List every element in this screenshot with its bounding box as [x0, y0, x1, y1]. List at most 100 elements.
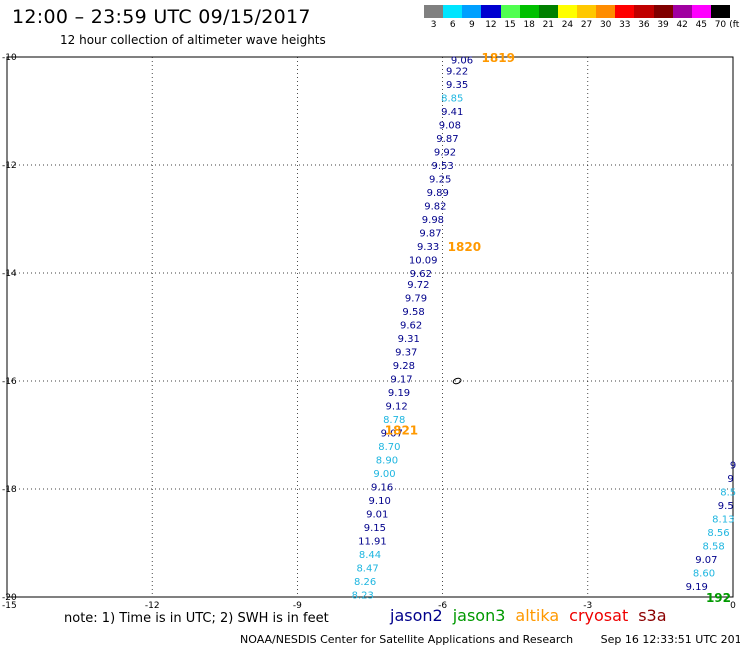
- colorbar-label: 42: [676, 20, 688, 30]
- footer: NOAA/NESDIS Center for Satellite Applica…: [240, 633, 740, 646]
- swh-value: 9.12: [385, 401, 407, 412]
- colorbar-swatch: [538, 5, 558, 18]
- colorbar-swatch: [443, 5, 463, 18]
- swh-value: 9.22: [446, 67, 468, 78]
- swh-value: 9.19: [388, 388, 410, 399]
- colorbar-label: 18: [523, 20, 535, 30]
- colorbar-label: 3: [430, 20, 437, 30]
- x-tick-label: -9: [293, 601, 302, 611]
- swh-value: 8.26: [354, 577, 376, 588]
- swh-value: 9.58: [402, 307, 424, 318]
- swh-value: 9.62: [410, 269, 432, 280]
- swh-value: 9.17: [390, 374, 412, 385]
- x-tick-label: -6: [438, 601, 447, 611]
- swh-value: 8.70: [378, 442, 400, 453]
- y-tick-label: -14: [2, 269, 17, 279]
- swh-value: 9: [730, 461, 736, 472]
- colorbar: [424, 5, 730, 18]
- x-tick-label: 0: [730, 601, 736, 611]
- swh-value: 9.08: [439, 121, 461, 132]
- colorbar-unit: (ft): [729, 20, 740, 30]
- legend-altika: altika: [515, 606, 560, 625]
- y-tick-label: -10: [2, 53, 17, 63]
- colorbar-label: 6: [449, 20, 456, 30]
- colorbar-swatch: [672, 5, 692, 18]
- colorbar-swatch: [634, 5, 654, 18]
- x-tick-label: -12: [145, 601, 160, 611]
- colorbar-swatch: [500, 5, 520, 18]
- pass-number-label: 1820: [448, 240, 481, 254]
- swh-value: 9.33: [417, 242, 439, 253]
- x-tick-label: -15: [2, 601, 17, 611]
- pass-number-label: 1819: [482, 51, 515, 65]
- colorbar-swatch: [481, 5, 501, 18]
- satellite-legend: jason2 jason3 altika cryosat s3a: [390, 606, 677, 625]
- map-title: 12:00 – 23:59 UTC 09/15/2017: [12, 6, 311, 28]
- swh-value: 8.58: [703, 542, 725, 553]
- swh-value: 8.23: [352, 590, 374, 601]
- swh-value: 9.5: [718, 501, 734, 512]
- swh-value: 9.31: [398, 334, 420, 345]
- swh-value: 8.5: [720, 488, 736, 499]
- colorbar-swatch: [615, 5, 635, 18]
- colorbar-swatch: [653, 5, 673, 18]
- swh-value: 9.10: [369, 496, 391, 507]
- swh-value: 9.92: [434, 148, 456, 159]
- y-tick-label: -12: [2, 161, 17, 171]
- legend-s3a: s3a: [638, 606, 667, 625]
- colorbar-label: 70: [714, 20, 727, 30]
- colorbar-label: 30: [599, 20, 612, 30]
- swh-value: 8.85: [441, 94, 463, 105]
- legend-jason2: jason2: [390, 606, 443, 625]
- swh-value: 8.47: [356, 563, 378, 574]
- swh-value: 8.56: [707, 528, 729, 539]
- legend-jason3: jason3: [452, 606, 506, 625]
- track-marker: [452, 377, 462, 385]
- colorbar-swatch: [462, 5, 482, 18]
- colorbar-label: 39: [657, 20, 669, 30]
- swh-value: 8.60: [693, 569, 715, 580]
- colorbar-swatch: [577, 5, 597, 18]
- swh-value: 9.16: [371, 482, 393, 493]
- colorbar-swatch: [710, 5, 730, 18]
- swh-value: 9.87: [436, 134, 458, 145]
- pass-number-label: 1821: [385, 424, 418, 438]
- swh-value: 9.72: [407, 280, 429, 291]
- colorbar-label: 36: [638, 20, 650, 30]
- colorbar-label: 33: [619, 20, 631, 30]
- map-subtitle: 12 hour collection of altimeter wave hei…: [60, 33, 326, 47]
- swh-value: 9.07: [381, 428, 403, 439]
- y-tick-label: -20: [2, 593, 17, 603]
- swh-value: 9.79: [405, 293, 427, 304]
- swh-value: 9: [727, 474, 733, 485]
- swh-value: 9.00: [373, 469, 395, 480]
- colorbar-label: 15: [504, 20, 516, 30]
- swh-value: 9.19: [686, 582, 708, 593]
- colorbar-label: 45: [695, 20, 708, 30]
- swh-value: 9.28: [393, 361, 415, 372]
- footer-timestamp: Sep 16 12:33:51 UTC 2017: [600, 633, 740, 646]
- colorbar-label: 9: [468, 20, 475, 30]
- swh-value: 9.82: [424, 202, 446, 213]
- map-frame: [6, 56, 734, 598]
- colorbar-swatch: [424, 5, 444, 18]
- swh-value: 9.01: [366, 509, 388, 520]
- units-note: note: 1) Time is in UTC; 2) SWH is in fe…: [64, 611, 329, 626]
- swh-value: 9.35: [446, 80, 468, 91]
- swh-value: 9.62: [400, 320, 422, 331]
- colorbar-swatch: [557, 5, 577, 18]
- colorbar-label: 24: [561, 20, 574, 30]
- swh-value: 9.98: [422, 215, 444, 226]
- legend-cryosat: cryosat: [569, 606, 629, 625]
- footer-org: NOAA/NESDIS Center for Satellite Applica…: [240, 633, 574, 646]
- colorbar-label: 27: [580, 20, 593, 30]
- swh-value: 9.07: [695, 555, 717, 566]
- y-tick-label: -18: [2, 485, 17, 495]
- swh-value: 8.78: [383, 415, 405, 426]
- swh-value: 9.89: [427, 188, 449, 199]
- swh-value: 9.37: [395, 347, 417, 358]
- swh-value: 9.41: [441, 107, 463, 118]
- y-tick-label: -16: [2, 377, 17, 387]
